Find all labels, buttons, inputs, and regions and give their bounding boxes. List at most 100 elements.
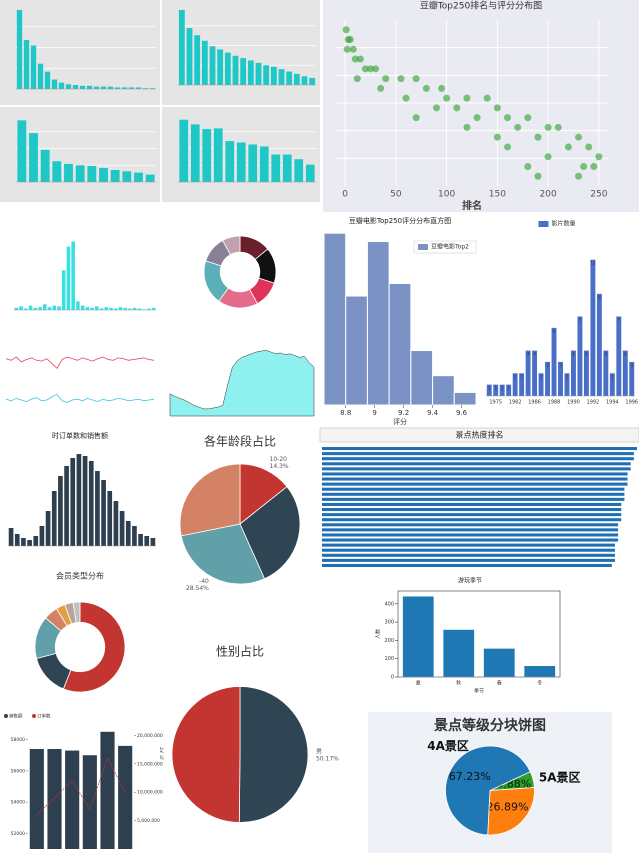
line	[5, 356, 155, 370]
bar	[322, 482, 628, 486]
bar	[225, 141, 235, 182]
bar	[52, 161, 62, 182]
chart-title: 豆瓣电影Top250评分分布直方图	[349, 216, 451, 225]
bar	[134, 172, 143, 182]
point	[575, 172, 583, 180]
x-tick-label: 1988	[548, 400, 561, 406]
x-tick-label: 250	[590, 190, 607, 200]
bar	[322, 558, 615, 562]
bar	[100, 86, 107, 89]
point	[463, 123, 471, 131]
bar	[147, 308, 151, 310]
point	[514, 123, 522, 131]
point	[493, 104, 501, 112]
category-label: 女	[158, 747, 164, 755]
x-tick-label: 冬	[537, 680, 542, 687]
y-tick-label: 300	[384, 620, 394, 626]
bar	[323, 232, 347, 406]
x-axis-label: 排名	[462, 199, 482, 212]
bar	[217, 49, 224, 85]
bar	[558, 361, 563, 396]
bar	[305, 164, 315, 182]
data-label: 3	[559, 363, 562, 368]
bar	[209, 46, 216, 85]
bar	[66, 246, 71, 310]
x-tick-label: 200	[540, 190, 557, 200]
bar	[590, 259, 596, 396]
bar	[95, 306, 99, 310]
bar	[322, 452, 634, 456]
bar	[322, 548, 615, 552]
bar	[190, 124, 200, 182]
data-label: 3	[630, 363, 633, 368]
bar	[52, 305, 57, 310]
x-tick-label: 春	[497, 680, 502, 687]
slice	[238, 686, 309, 823]
bar	[512, 373, 518, 396]
bar	[322, 543, 615, 547]
bar	[79, 85, 86, 89]
bar	[24, 308, 28, 310]
data-label: 7	[618, 318, 621, 323]
bar	[309, 77, 316, 85]
bar	[179, 119, 189, 182]
bar	[551, 327, 557, 396]
bar	[322, 487, 625, 491]
bar	[294, 159, 304, 182]
point	[575, 133, 583, 141]
bar	[119, 511, 125, 546]
bar	[40, 149, 50, 182]
point	[544, 153, 552, 161]
bar	[322, 447, 637, 451]
bar	[93, 86, 100, 89]
bar	[65, 84, 72, 89]
bar	[278, 69, 285, 85]
x-tick-label: 1975	[489, 400, 502, 406]
bar	[58, 82, 65, 89]
y-axis-label: 人数	[375, 629, 382, 639]
data-label: 1	[488, 386, 491, 391]
bar	[322, 467, 631, 471]
bar	[322, 528, 619, 532]
bar	[99, 308, 104, 310]
point	[443, 94, 451, 102]
bar	[453, 391, 477, 406]
chart-title: 各年龄段占比	[204, 434, 276, 449]
x-tick-label: 100	[438, 190, 455, 200]
data-label: 2	[540, 374, 543, 379]
data-label: 4	[605, 352, 608, 357]
bar	[82, 755, 97, 849]
x-tick-label: 9.2	[398, 409, 409, 417]
x-tick-label: 秋	[456, 680, 461, 687]
bar	[259, 146, 269, 182]
bar	[402, 596, 434, 677]
bar	[345, 295, 368, 406]
bar	[322, 538, 619, 542]
bar	[87, 165, 97, 182]
legend-swatch	[4, 714, 8, 718]
bar	[224, 52, 231, 85]
panel	[162, 0, 320, 105]
slice	[171, 686, 241, 823]
bar	[493, 384, 499, 396]
bar	[629, 361, 635, 396]
slice	[239, 486, 301, 580]
bar	[282, 154, 292, 182]
data-label: 1	[507, 386, 510, 391]
bar	[577, 316, 583, 396]
bar	[42, 304, 47, 310]
bar	[109, 307, 113, 310]
bar	[232, 55, 239, 85]
panel	[0, 322, 160, 427]
bar	[113, 501, 119, 546]
bar	[76, 301, 80, 310]
bar	[301, 76, 308, 85]
point	[346, 36, 354, 44]
data-label: 2	[520, 374, 523, 379]
data-label: 9	[598, 295, 601, 300]
point	[343, 45, 351, 53]
y2-tick-label: 20,000,000	[137, 733, 163, 739]
bar	[64, 466, 69, 546]
bar	[45, 511, 51, 546]
